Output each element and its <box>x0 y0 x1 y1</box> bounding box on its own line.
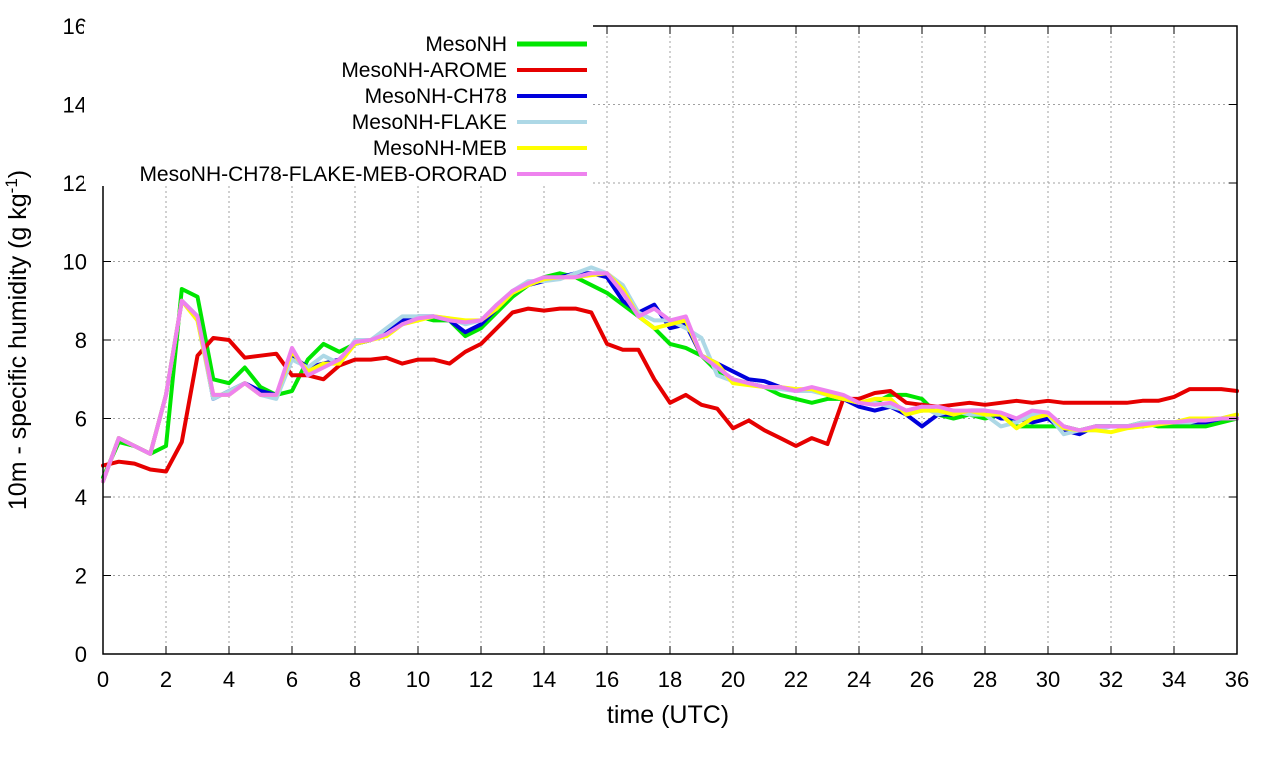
x-tick-label: 28 <box>973 667 997 692</box>
series-line-mesonh-ch78-flake-meb-ororad <box>101 271 1239 484</box>
y-tick-label: 4 <box>75 485 87 510</box>
y-axis-title-close: ) <box>4 170 32 178</box>
legend-label: MesoNH <box>425 33 507 56</box>
x-tick-label: 36 <box>1225 667 1249 692</box>
x-tick-label: 4 <box>223 667 235 692</box>
legend-label: MesoNH-FLAKE <box>352 111 507 134</box>
y-tick-label: 14 <box>63 93 87 118</box>
legend-label: MesoNH-CH78-FLAKE-MEB-ORORAD <box>139 163 507 186</box>
x-tick-label: 12 <box>469 667 493 692</box>
x-tick-label: 10 <box>406 667 430 692</box>
series-line-mesonh-arome <box>101 306 1239 474</box>
y-tick-label: 10 <box>63 250 87 275</box>
legend-label: MesoNH-CH78 <box>365 85 507 108</box>
axis-ticks: 0 2 4 6 8 10 12 14 16 18 20 22 24 26 28 30 32 34 360246810… <box>63 14 1250 692</box>
legend-background <box>84 24 593 186</box>
x-tick-label: 0 <box>97 667 109 692</box>
y-axis-title-main: 10m - specific humidity (g kg <box>4 193 32 510</box>
legend: MesoNH MesoNH-AROME MesoNH-CH78 MesoNH-FLAK… <box>84 24 593 186</box>
x-tick-label: 14 <box>532 667 556 692</box>
y-tick-label: 0 <box>75 642 87 667</box>
x-tick-label: 18 <box>658 667 682 692</box>
y-tick-label: 8 <box>75 328 87 353</box>
y-tick-label: 2 <box>75 564 87 589</box>
y-tick-label: 16 <box>63 14 87 39</box>
x-tick-label: 20 <box>721 667 745 692</box>
x-tick-label: 32 <box>1099 667 1123 692</box>
x-tick-label: 8 <box>349 667 361 692</box>
series-lines <box>101 265 1239 484</box>
x-tick-label: 34 <box>1162 667 1186 692</box>
y-tick-label: 6 <box>75 407 87 432</box>
legend-label: MesoNH-MEB <box>373 137 507 160</box>
x-tick-label: 16 <box>595 667 619 692</box>
y-axis-title-superscript: -1 <box>2 178 21 193</box>
x-tick-label: 24 <box>847 667 871 692</box>
y-tick-label: 12 <box>63 171 87 196</box>
x-axis-title: time (UTC) <box>607 701 729 729</box>
x-tick-label: 26 <box>910 667 934 692</box>
y-axis-title: 10m - specific humidity (g kg-1) <box>2 170 32 510</box>
series-line-mesonh-flake <box>101 265 1239 484</box>
x-tick-label: 30 <box>1036 667 1060 692</box>
x-tick-label: 22 <box>784 667 808 692</box>
series-line-mesonh <box>101 271 1239 480</box>
x-tick-label: 6 <box>286 667 298 692</box>
x-tick-label: 2 <box>160 667 172 692</box>
legend-label: MesoNH-AROME <box>341 59 507 82</box>
